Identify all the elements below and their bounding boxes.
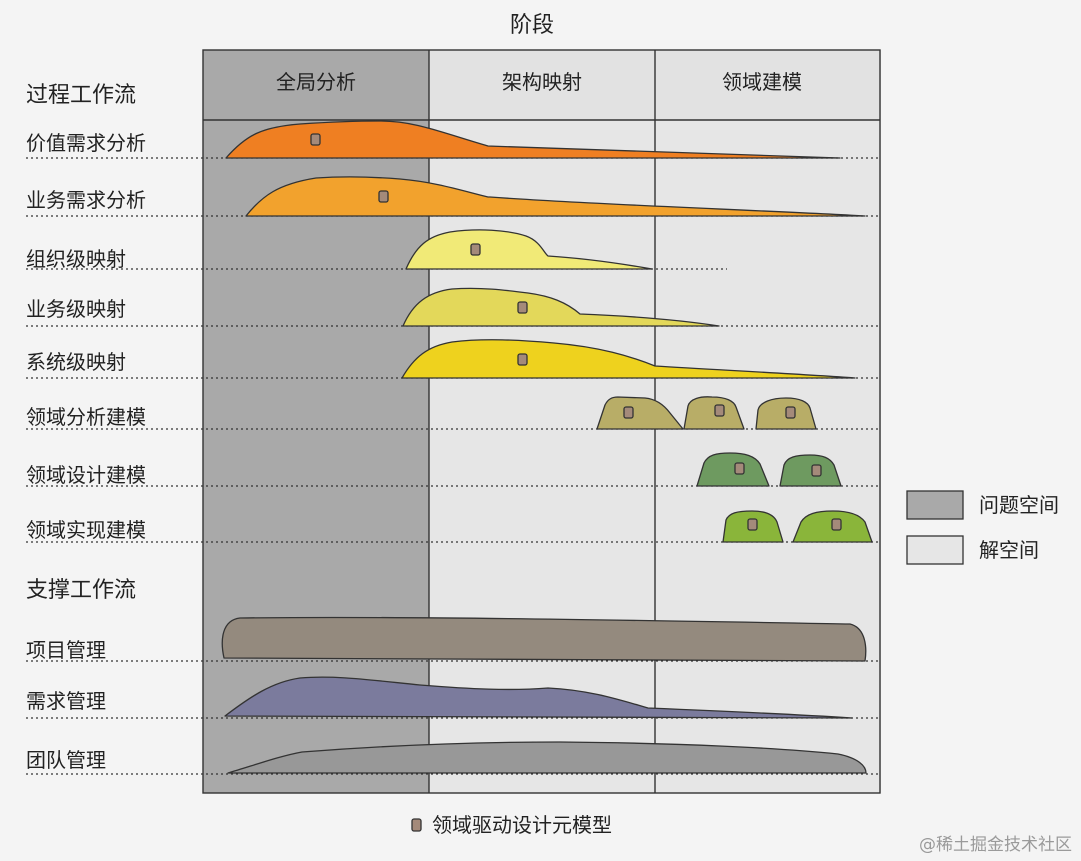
workflow-shape-system-mapping xyxy=(401,339,856,379)
phase-label-global-analysis: 全局分析 xyxy=(276,70,356,94)
section-process-workflows: 过程工作流 xyxy=(26,83,136,108)
meta-model-square-icon xyxy=(310,133,321,146)
row-label-system-mapping: 系统级映射 xyxy=(26,350,126,374)
legend-swatch-solution-space xyxy=(906,535,964,565)
workflow-shape-business-mapping xyxy=(402,287,720,327)
workflow-shape-org-mapping xyxy=(405,229,653,270)
meta-model-square-icon xyxy=(517,353,528,366)
meta-model-square-icon xyxy=(623,406,634,419)
meta-model-square-icon xyxy=(831,518,842,531)
workflow-shape-business-requirements xyxy=(245,176,866,217)
phase-label-architecture-mapping: 架构映射 xyxy=(502,70,582,94)
workflow-shape-domain-analysis-1 xyxy=(596,396,684,430)
legend-label-solution-space: 解空间 xyxy=(979,538,1039,562)
meta-model-square-icon xyxy=(378,190,389,203)
phase-header-background xyxy=(429,50,655,120)
phase-header-background xyxy=(655,50,881,120)
workflow-shape-requirements-management xyxy=(224,676,853,719)
workflow-shape-project-management xyxy=(221,616,867,662)
row-label-business-mapping: 业务级映射 xyxy=(26,297,126,321)
section-support-workflows: 支撑工作流 xyxy=(26,578,136,603)
row-label-business-requirements: 业务需求分析 xyxy=(26,188,146,212)
row-label-org-mapping: 组织级映射 xyxy=(26,247,126,271)
row-label-domain-design-modeling: 领域设计建模 xyxy=(26,463,146,487)
diagram-title: 阶段 xyxy=(510,13,554,38)
meta-model-square-icon xyxy=(747,518,758,531)
watermark: @稀土掘金技术社区 xyxy=(919,835,1072,855)
legend-label-meta-model: 领域驱动设计元模型 xyxy=(432,813,612,837)
meta-model-square-icon xyxy=(470,243,481,256)
meta-model-square-icon xyxy=(517,301,528,314)
row-label-team-management: 团队管理 xyxy=(26,748,106,772)
workflow-shape-value-requirements xyxy=(225,120,841,159)
row-label-project-management: 项目管理 xyxy=(26,638,106,662)
meta-model-square-icon xyxy=(411,818,422,832)
meta-model-square-icon xyxy=(734,462,745,475)
workflow-shape-domain-design-1 xyxy=(696,452,770,487)
workflow-shape-domain-design-2 xyxy=(779,454,842,487)
phase-background-problem-space xyxy=(203,50,429,793)
row-label-domain-analysis-modeling: 领域分析建模 xyxy=(26,405,146,429)
workflow-shape-domain-analysis-2 xyxy=(683,396,745,430)
phase-label-domain-modeling: 领域建模 xyxy=(722,70,802,94)
phase-header-background xyxy=(203,50,429,120)
meta-model-square-icon xyxy=(811,464,822,477)
meta-model-square-icon xyxy=(785,406,796,419)
meta-model-square-icon xyxy=(714,404,725,417)
row-label-value-requirements: 价值需求分析 xyxy=(26,131,146,155)
legend-label-problem-space: 问题空间 xyxy=(979,493,1059,517)
row-label-domain-implementation-modeling: 领域实现建模 xyxy=(26,518,146,542)
workflow-shape-team-management xyxy=(227,741,867,774)
legend-swatch-problem-space xyxy=(906,490,964,520)
row-label-requirements-management: 需求管理 xyxy=(26,689,106,713)
